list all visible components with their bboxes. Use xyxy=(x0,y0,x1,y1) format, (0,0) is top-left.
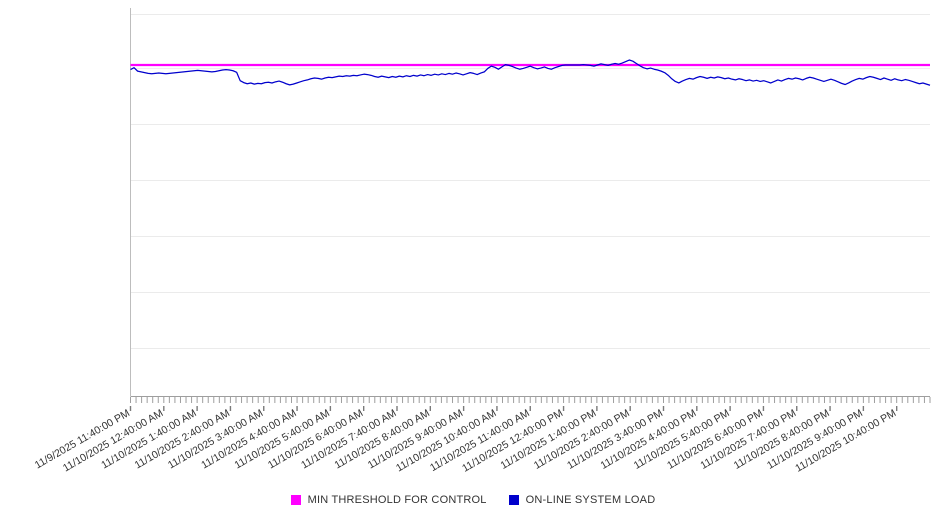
chart-legend: MIN THRESHOLD FOR CONTROL ON-LINE SYSTEM… xyxy=(0,494,946,506)
legend-label-min-threshold-for-control: MIN THRESHOLD FOR CONTROL xyxy=(307,494,487,506)
grid-lines xyxy=(130,14,930,349)
x-axis-ticks xyxy=(129,397,931,411)
legend-swatch-on-line-system-load xyxy=(508,495,519,505)
legend-item-min-threshold-for-control[interactable]: MIN THRESHOLD FOR CONTROL xyxy=(290,494,487,506)
system-load-series-line xyxy=(130,59,931,86)
axis-lines xyxy=(130,8,930,397)
legend-item-on-line-system-load[interactable]: ON-LINE SYSTEM LOAD xyxy=(508,494,656,506)
legend-swatch-min-threshold-for-control xyxy=(290,495,301,505)
legend-label-on-line-system-load: ON-LINE SYSTEM LOAD xyxy=(525,494,656,506)
